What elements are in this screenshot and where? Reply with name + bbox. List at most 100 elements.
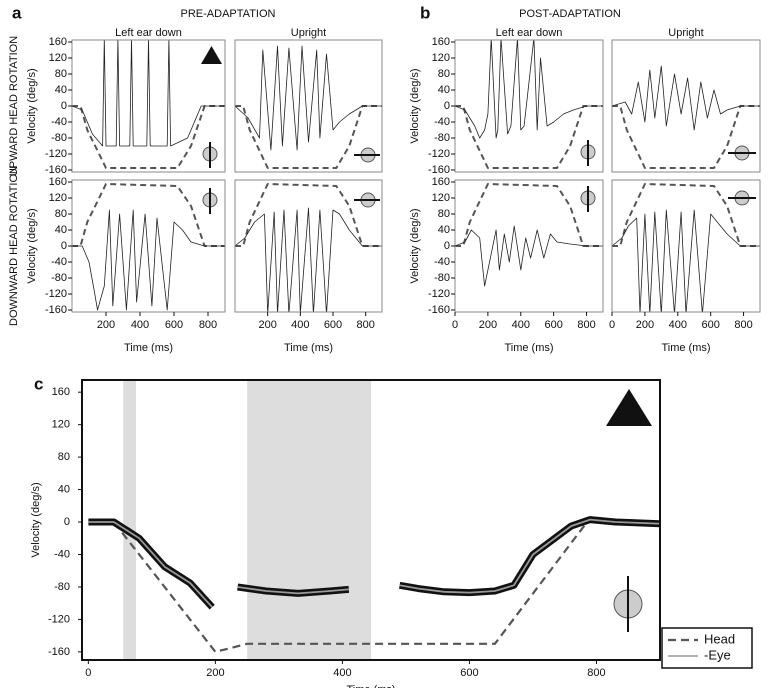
y-tick-label: 160 [432, 36, 450, 48]
y-tick-label: -160 [428, 164, 450, 176]
y-axis-label: Velocity (deg/s) [30, 482, 42, 557]
head-line [88, 516, 660, 653]
y-tick-label: 40 [55, 84, 67, 96]
eye-line [612, 65, 760, 131]
legend-label: Head [704, 631, 735, 646]
eye-line [88, 518, 660, 608]
triangle-icon [606, 389, 652, 426]
plot-frame [71, 179, 226, 313]
head-line [455, 183, 603, 247]
y-tick-label: -80 [51, 272, 67, 284]
head-line [612, 183, 760, 247]
plot-frame [611, 39, 761, 173]
subplot-title: Upright [291, 27, 326, 39]
subplot-title: Left ear down [115, 27, 182, 39]
y-tick-label: -160 [45, 304, 67, 316]
y-tick-label: 120 [432, 52, 450, 64]
x-tick-label: 400 [131, 319, 149, 331]
shaded-region [247, 380, 371, 660]
y-tick-label: -120 [428, 288, 450, 300]
y-tick-label: 80 [438, 68, 450, 80]
x-tick-label: 600 [544, 319, 562, 331]
row-label: UPWARD HEAD ROTATION [8, 36, 20, 176]
legend-box [661, 627, 753, 669]
x-tick-label: 400 [333, 667, 351, 679]
y-axis-label: Velocity (deg/s) [26, 68, 38, 143]
x-tick-label: 800 [587, 667, 605, 679]
shaded-region [123, 380, 136, 660]
plot-area [455, 40, 603, 169]
y-tick-label: 120 [52, 419, 70, 431]
y-tick-label: -80 [434, 272, 450, 284]
y-tick-label: -80 [51, 132, 67, 144]
eye-line [455, 40, 603, 139]
plot-area [235, 183, 382, 312]
x-tick-label: 0 [452, 319, 458, 331]
x-tick-label: 600 [165, 319, 183, 331]
x-tick-label: 200 [97, 319, 115, 331]
head-line [235, 105, 382, 169]
x-tick-label: 600 [324, 319, 342, 331]
y-tick-label: 160 [52, 386, 70, 398]
panel-label: b [420, 3, 430, 22]
head-line [455, 105, 603, 169]
x-tick-label: 200 [479, 319, 497, 331]
y-tick-label: 0 [61, 240, 67, 252]
subplot-title: Left ear down [496, 27, 563, 39]
plot-frame [81, 379, 661, 661]
plot-area [235, 45, 382, 169]
y-tick-label: -80 [434, 132, 450, 144]
y-tick-label: 0 [64, 516, 70, 528]
head-line [72, 183, 225, 247]
plot-area [72, 183, 225, 311]
y-tick-label: 40 [438, 84, 450, 96]
x-tick-label: 0 [85, 667, 91, 679]
head-line [612, 105, 760, 169]
y-tick-label: 120 [49, 192, 67, 204]
eye-line [612, 209, 760, 312]
y-tick-label: -160 [428, 304, 450, 316]
x-tick-label: 600 [701, 319, 719, 331]
y-tick-label: -160 [45, 164, 67, 176]
y-tick-label: -120 [45, 288, 67, 300]
y-tick-label: -120 [48, 613, 70, 625]
x-tick-label: 800 [734, 319, 752, 331]
x-axis-label: Time (ms) [124, 342, 173, 354]
y-tick-label: -120 [428, 148, 450, 160]
y-tick-label: 120 [49, 52, 67, 64]
x-tick-label: 400 [291, 319, 309, 331]
x-axis-label: Time (ms) [346, 684, 395, 688]
x-tick-label: 400 [669, 319, 687, 331]
panel-label: c [34, 374, 43, 393]
x-tick-label: 200 [636, 319, 654, 331]
subplot-title: Upright [668, 27, 703, 39]
y-tick-label: -120 [45, 148, 67, 160]
plot-frame [234, 179, 383, 313]
x-tick-label: 200 [258, 319, 276, 331]
y-axis-label: Velocity (deg/s) [26, 208, 38, 283]
row-label: DOWNWARD HEAD ROTATION [8, 166, 20, 326]
y-tick-label: -40 [434, 116, 450, 128]
x-tick-label: 800 [356, 319, 374, 331]
y-axis-label: Velocity (deg/s) [409, 208, 421, 283]
y-tick-label: -80 [54, 581, 70, 593]
y-tick-label: 80 [55, 68, 67, 80]
y-tick-label: 160 [432, 176, 450, 188]
y-tick-label: 80 [58, 451, 70, 463]
plot-area [455, 183, 603, 287]
group-title: POST-ADAPTATION [519, 8, 621, 20]
x-tick-label: 800 [199, 319, 217, 331]
y-tick-label: 120 [432, 192, 450, 204]
y-tick-label: 80 [438, 208, 450, 220]
x-tick-label: 200 [206, 667, 224, 679]
panel-label: a [12, 3, 22, 22]
x-tick-label: 600 [460, 667, 478, 679]
group-title: PRE-ADAPTATION [181, 8, 276, 20]
x-axis-label: Time (ms) [284, 342, 333, 354]
y-tick-label: -40 [54, 548, 70, 560]
head-line [235, 183, 382, 247]
y-axis-label: Velocity (deg/s) [409, 68, 421, 143]
y-tick-label: 160 [49, 36, 67, 48]
